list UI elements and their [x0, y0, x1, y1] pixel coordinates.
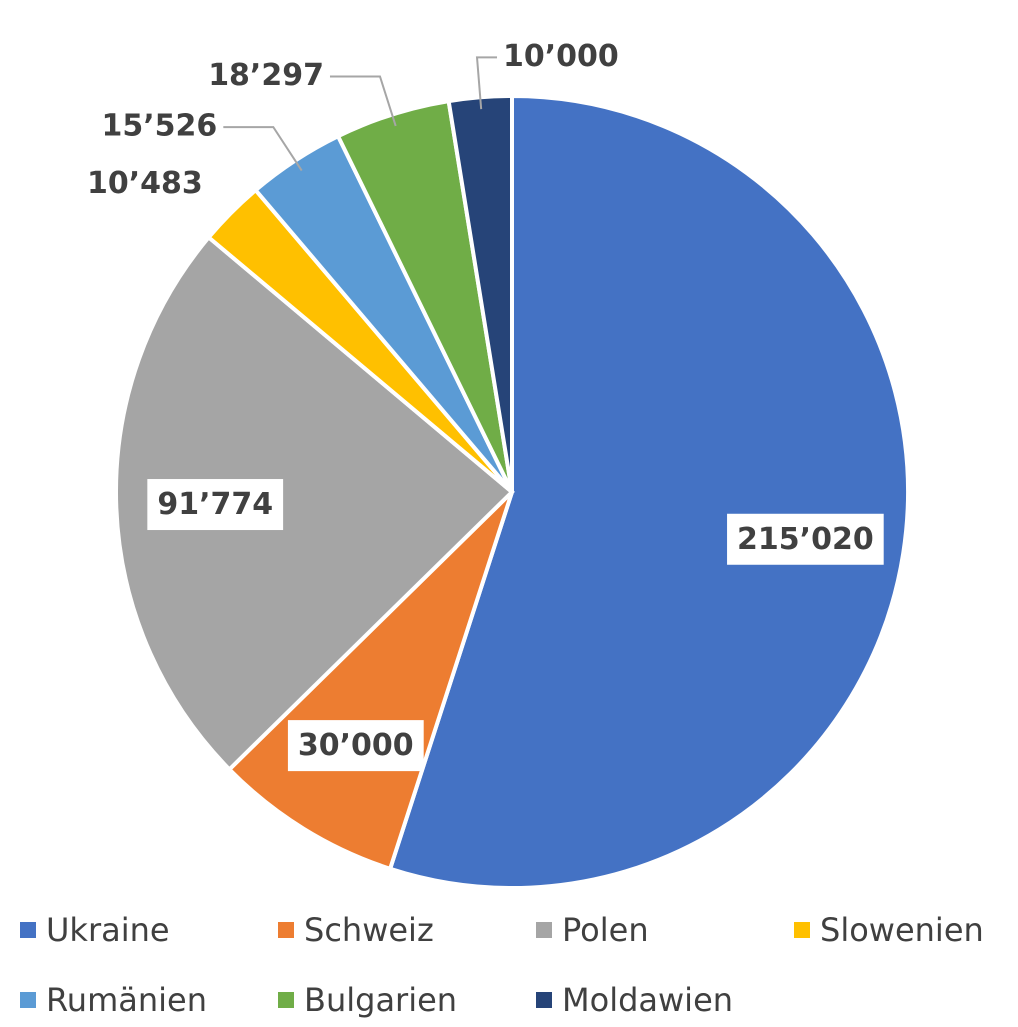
pie-slice	[387, 93, 910, 890]
leader-line	[475, 56, 498, 110]
legend-swatch	[20, 922, 36, 938]
legend-label: Ukraine	[46, 911, 170, 949]
data-label: 215’020	[737, 522, 874, 557]
leader-line	[329, 75, 397, 127]
legend-label: Rumänien	[46, 981, 207, 1019]
label-box	[147, 479, 284, 531]
data-label: 30’000	[298, 728, 414, 763]
legend-label: Schweiz	[304, 911, 434, 949]
legend-label: Polen	[562, 911, 649, 949]
pie-slice	[114, 234, 515, 773]
label-box	[287, 720, 424, 772]
legend-swatch	[536, 992, 552, 1008]
label-box	[727, 513, 884, 565]
legend-swatch	[20, 992, 36, 1008]
legend-swatch	[794, 922, 810, 938]
legend-label: Slowenien	[820, 911, 984, 949]
legend-label: Bulgarien	[304, 981, 457, 1019]
leader-line	[223, 126, 303, 172]
data-label: 15’526	[102, 109, 218, 144]
legend-label: Moldawien	[562, 981, 733, 1019]
legend-swatch	[278, 992, 294, 1008]
data-label: 10’483	[87, 166, 203, 201]
data-label: 10’000	[503, 39, 619, 74]
legend-swatch	[536, 922, 552, 938]
data-label: 18’297	[208, 58, 324, 93]
data-label: 91’774	[157, 487, 273, 522]
pie-slice	[226, 490, 514, 872]
legend-swatch	[278, 922, 294, 938]
